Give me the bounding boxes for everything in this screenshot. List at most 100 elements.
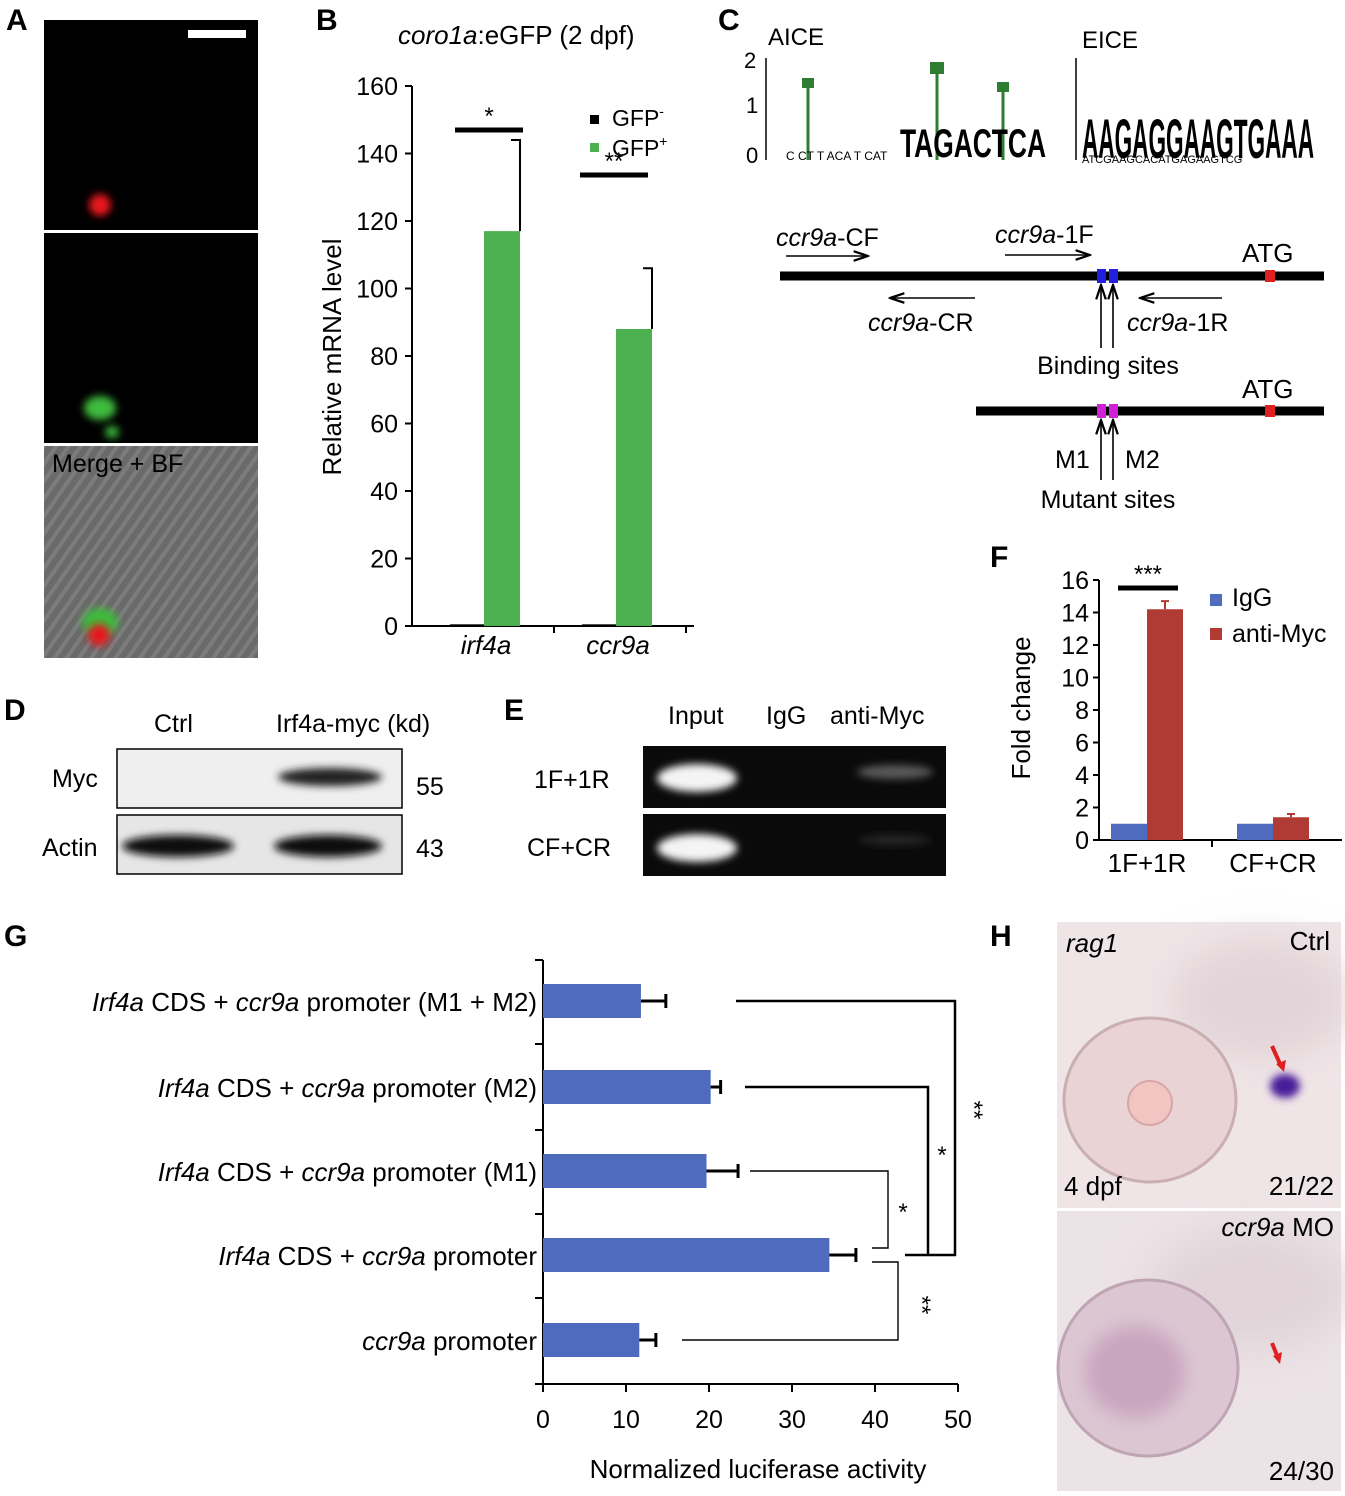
legend-antimyc-swatch [1210, 628, 1222, 640]
chart-g-category-label: Irf4a CDS + ccr9a promoter [218, 1241, 537, 1271]
wish-images: rag1 Ctrl 4 dpf 21/22 ccr9a MO 24/30 [1056, 922, 1345, 1491]
wish-ctrl-condition: Ctrl [1290, 926, 1330, 956]
chart-f-ytick-label: 2 [1075, 795, 1089, 823]
chart-f-bar-0 [1111, 823, 1147, 840]
chart-g: 0 10 20 30 40 50 Irf4a CDS + ccr9a promoter (M… [92, 959, 987, 1434]
legend-antimyc-label: anti-Myc [1232, 620, 1326, 648]
eice-logo: AAGAGGAAGTGAAA ATCGAAGCACATGAGAAGTCG [1082, 107, 1314, 170]
chart-b-sig-label: ** [605, 148, 624, 175]
chart-g-bar [543, 984, 641, 1018]
blot-row-myc: Myc [52, 765, 98, 793]
aice-low-letters: C CT T ACA T CAT [786, 149, 888, 163]
ccr9a-image-label: ccr9a [52, 238, 116, 268]
wish-ctrl-count: 21/22 [1269, 1171, 1334, 1201]
ccr9a-cell [84, 396, 116, 420]
blot-row-actin: Actin [42, 834, 98, 862]
chart-f-category-label: CF+CR [1229, 848, 1316, 878]
chart-b-ytick-label: 20 [370, 546, 398, 574]
chart-f-bar-1 [1273, 817, 1309, 840]
eice-seq: AAGAGGAAGTGAAA [1082, 107, 1314, 170]
chart-b-ytick-label: 80 [370, 343, 398, 371]
chart-b-legend: GFP- GFP+ [590, 103, 667, 161]
m2-label: M2 [1125, 446, 1160, 474]
motif-eice-name: EICE [1082, 27, 1138, 54]
chart-f-bar-0 [1237, 823, 1273, 840]
primer-1r-label: ccr9a-1R [1127, 309, 1228, 337]
chart-g-category-label: Irf4a CDS + ccr9a promoter (M1) [158, 1157, 537, 1187]
chart-g-bracket-m1m2 [736, 999, 957, 1257]
eice-low-letters: ATCGAAGCACATGAGAAGTCG [1082, 154, 1242, 166]
chart-g-category-label: Irf4a CDS + ccr9a promoter (M2) [158, 1073, 537, 1103]
panel-label-d: D [4, 694, 26, 727]
legend-igg-swatch [1210, 594, 1222, 606]
chart-f-sig-label: *** [1134, 561, 1162, 588]
panel-label-c: C [718, 4, 740, 37]
wish-mo-count: 24/30 [1269, 1456, 1334, 1486]
chart-f-category-label: 1F+1R [1108, 848, 1187, 878]
chart-f-ytick-label: 14 [1061, 600, 1089, 628]
motif-axis-1: 1 [746, 93, 758, 118]
mutant-site-2 [1109, 404, 1118, 418]
legend-igg-label: IgG [1232, 584, 1272, 612]
chart-f-ytick-label: 0 [1075, 827, 1089, 855]
irf4a-image-label: irf4a [52, 21, 103, 51]
m1-label: M1 [1055, 446, 1090, 474]
chart-f-ytick-label: 4 [1075, 762, 1089, 790]
actin-band-ctrl [122, 835, 234, 857]
chart-f-ytick-label: 12 [1061, 632, 1089, 660]
wish-ctrl-gene: rag1 [1066, 928, 1118, 958]
blot-col-irf4a: Irf4a-myc (kd) [276, 710, 430, 738]
band-input-2 [657, 834, 737, 862]
chart-g-xtick-label: 10 [612, 1406, 640, 1434]
motif-axis-0: 0 [746, 143, 758, 168]
primer-1f-label: ccr9a-1F [995, 221, 1094, 249]
panel-label-f: F [990, 541, 1008, 574]
panel-label-a: A [6, 4, 28, 37]
ctrl-arrowhead-tip [1276, 1060, 1286, 1072]
ccr9a-cell-tail [105, 426, 119, 438]
wish-mo-condition: ccr9a MO [1221, 1212, 1334, 1242]
gel-col-antimyc: anti-Myc [830, 702, 924, 730]
chart-b-bar-1 [616, 329, 652, 626]
gel-row-label-2: CF+CR [527, 834, 611, 862]
merge-image-label: Merge + BF [52, 450, 183, 478]
ctrl-thymus-signal [1270, 1074, 1300, 1098]
promoter-schematic: ATG ccr9a-CF ccr9a-1F ccr9a-CR ccr9a-1R … [776, 221, 1324, 514]
irf4a-cell [89, 194, 111, 216]
motif-aice-name: AICE [768, 24, 824, 51]
chart-g-xtick-label: 30 [778, 1406, 806, 1434]
chart-f-ytick-label: 16 [1061, 567, 1089, 595]
chart-b-ytick-label: 160 [356, 73, 398, 101]
chart-b-ytick-label: 40 [370, 478, 398, 506]
chart-b-ytick-label: 140 [356, 141, 398, 169]
mutant-sites-label: Mutant sites [1041, 486, 1176, 514]
chart-f-ytick-label: 6 [1075, 730, 1089, 758]
chart-b-ytick-label: 120 [356, 208, 398, 236]
chart-g-xtick-label: 20 [695, 1406, 723, 1434]
chart-b-ytick-label: 100 [356, 276, 398, 304]
legend-gfp-neg-swatch [590, 115, 599, 124]
chart-b-sig-label: * [484, 103, 493, 130]
atg-marker-2 [1265, 405, 1275, 417]
mo-arrowhead-tip [1273, 1352, 1282, 1364]
merge-image [44, 446, 258, 658]
panel-b-title-gene: coro1a [398, 20, 478, 50]
legend-gfp-pos-swatch [590, 143, 599, 152]
chart-g-bracket-m2 [745, 1085, 930, 1255]
band-input-1 [657, 764, 737, 792]
chart-g-bracket-control [682, 1261, 899, 1341]
band-antimyc-2 [859, 835, 931, 845]
mutant-site-1 [1097, 404, 1106, 418]
atg-label-2: ATG [1242, 374, 1294, 404]
ccr9a-image [44, 233, 258, 443]
chart-f-ytick-label: 8 [1075, 697, 1089, 725]
panel-label-b: B [316, 4, 338, 37]
myc-band [278, 768, 382, 786]
chart-b-category-label: irf4a [461, 630, 512, 660]
gel-col-igg: IgG [766, 702, 806, 730]
chart-f: 0 2 4 6 8 10 12 14 16 1F+1R CF+CR *** [1061, 561, 1342, 878]
chart-b-ylabel: Relative mRNA level [317, 239, 347, 476]
chart-g-sig-label: ** [908, 1296, 935, 1315]
motif-logos: AICE EICE 2 1 0 TAGACTCA C CT T ACA T CA… [744, 24, 1314, 170]
chart-f-ylabel: Fold change [1006, 636, 1036, 779]
